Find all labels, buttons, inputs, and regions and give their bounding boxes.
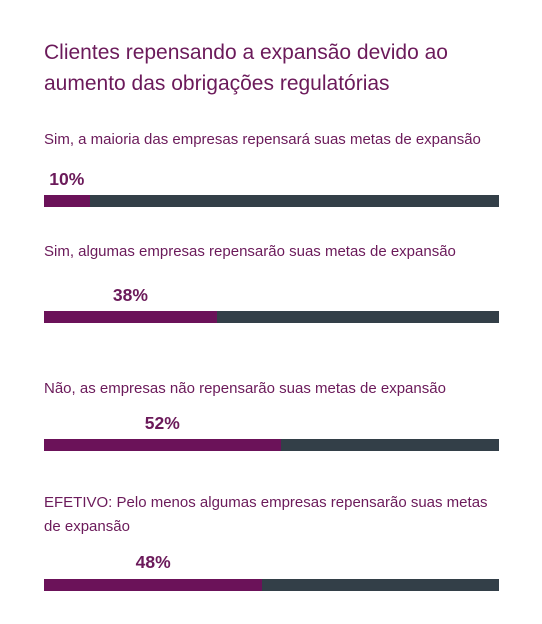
bar-track xyxy=(44,195,499,207)
bar-label: EFETIVO: Pelo menos algumas empresas rep… xyxy=(44,494,488,535)
bar-label: Sim, algumas empresas repensarão suas me… xyxy=(44,243,456,260)
bar-value-label: 38% xyxy=(112,285,148,305)
bar-fill xyxy=(44,195,90,207)
bar-track xyxy=(44,579,499,591)
bar-label: Não, as empresas não repensarão suas met… xyxy=(44,380,446,397)
bar-track xyxy=(44,311,499,323)
bar-fill xyxy=(44,311,217,323)
bar-value-label: 52% xyxy=(144,413,180,433)
bar-track xyxy=(44,439,499,451)
chart-title: Clientes repensando a expansão devido ao… xyxy=(44,41,448,95)
bar-fill xyxy=(44,579,263,591)
bar-label: Sim, a maioria das empresas repensará su… xyxy=(44,131,481,148)
bar-fill xyxy=(44,439,281,451)
bar-value-label: 48% xyxy=(135,552,171,572)
bar-value-label: 10% xyxy=(49,169,85,189)
